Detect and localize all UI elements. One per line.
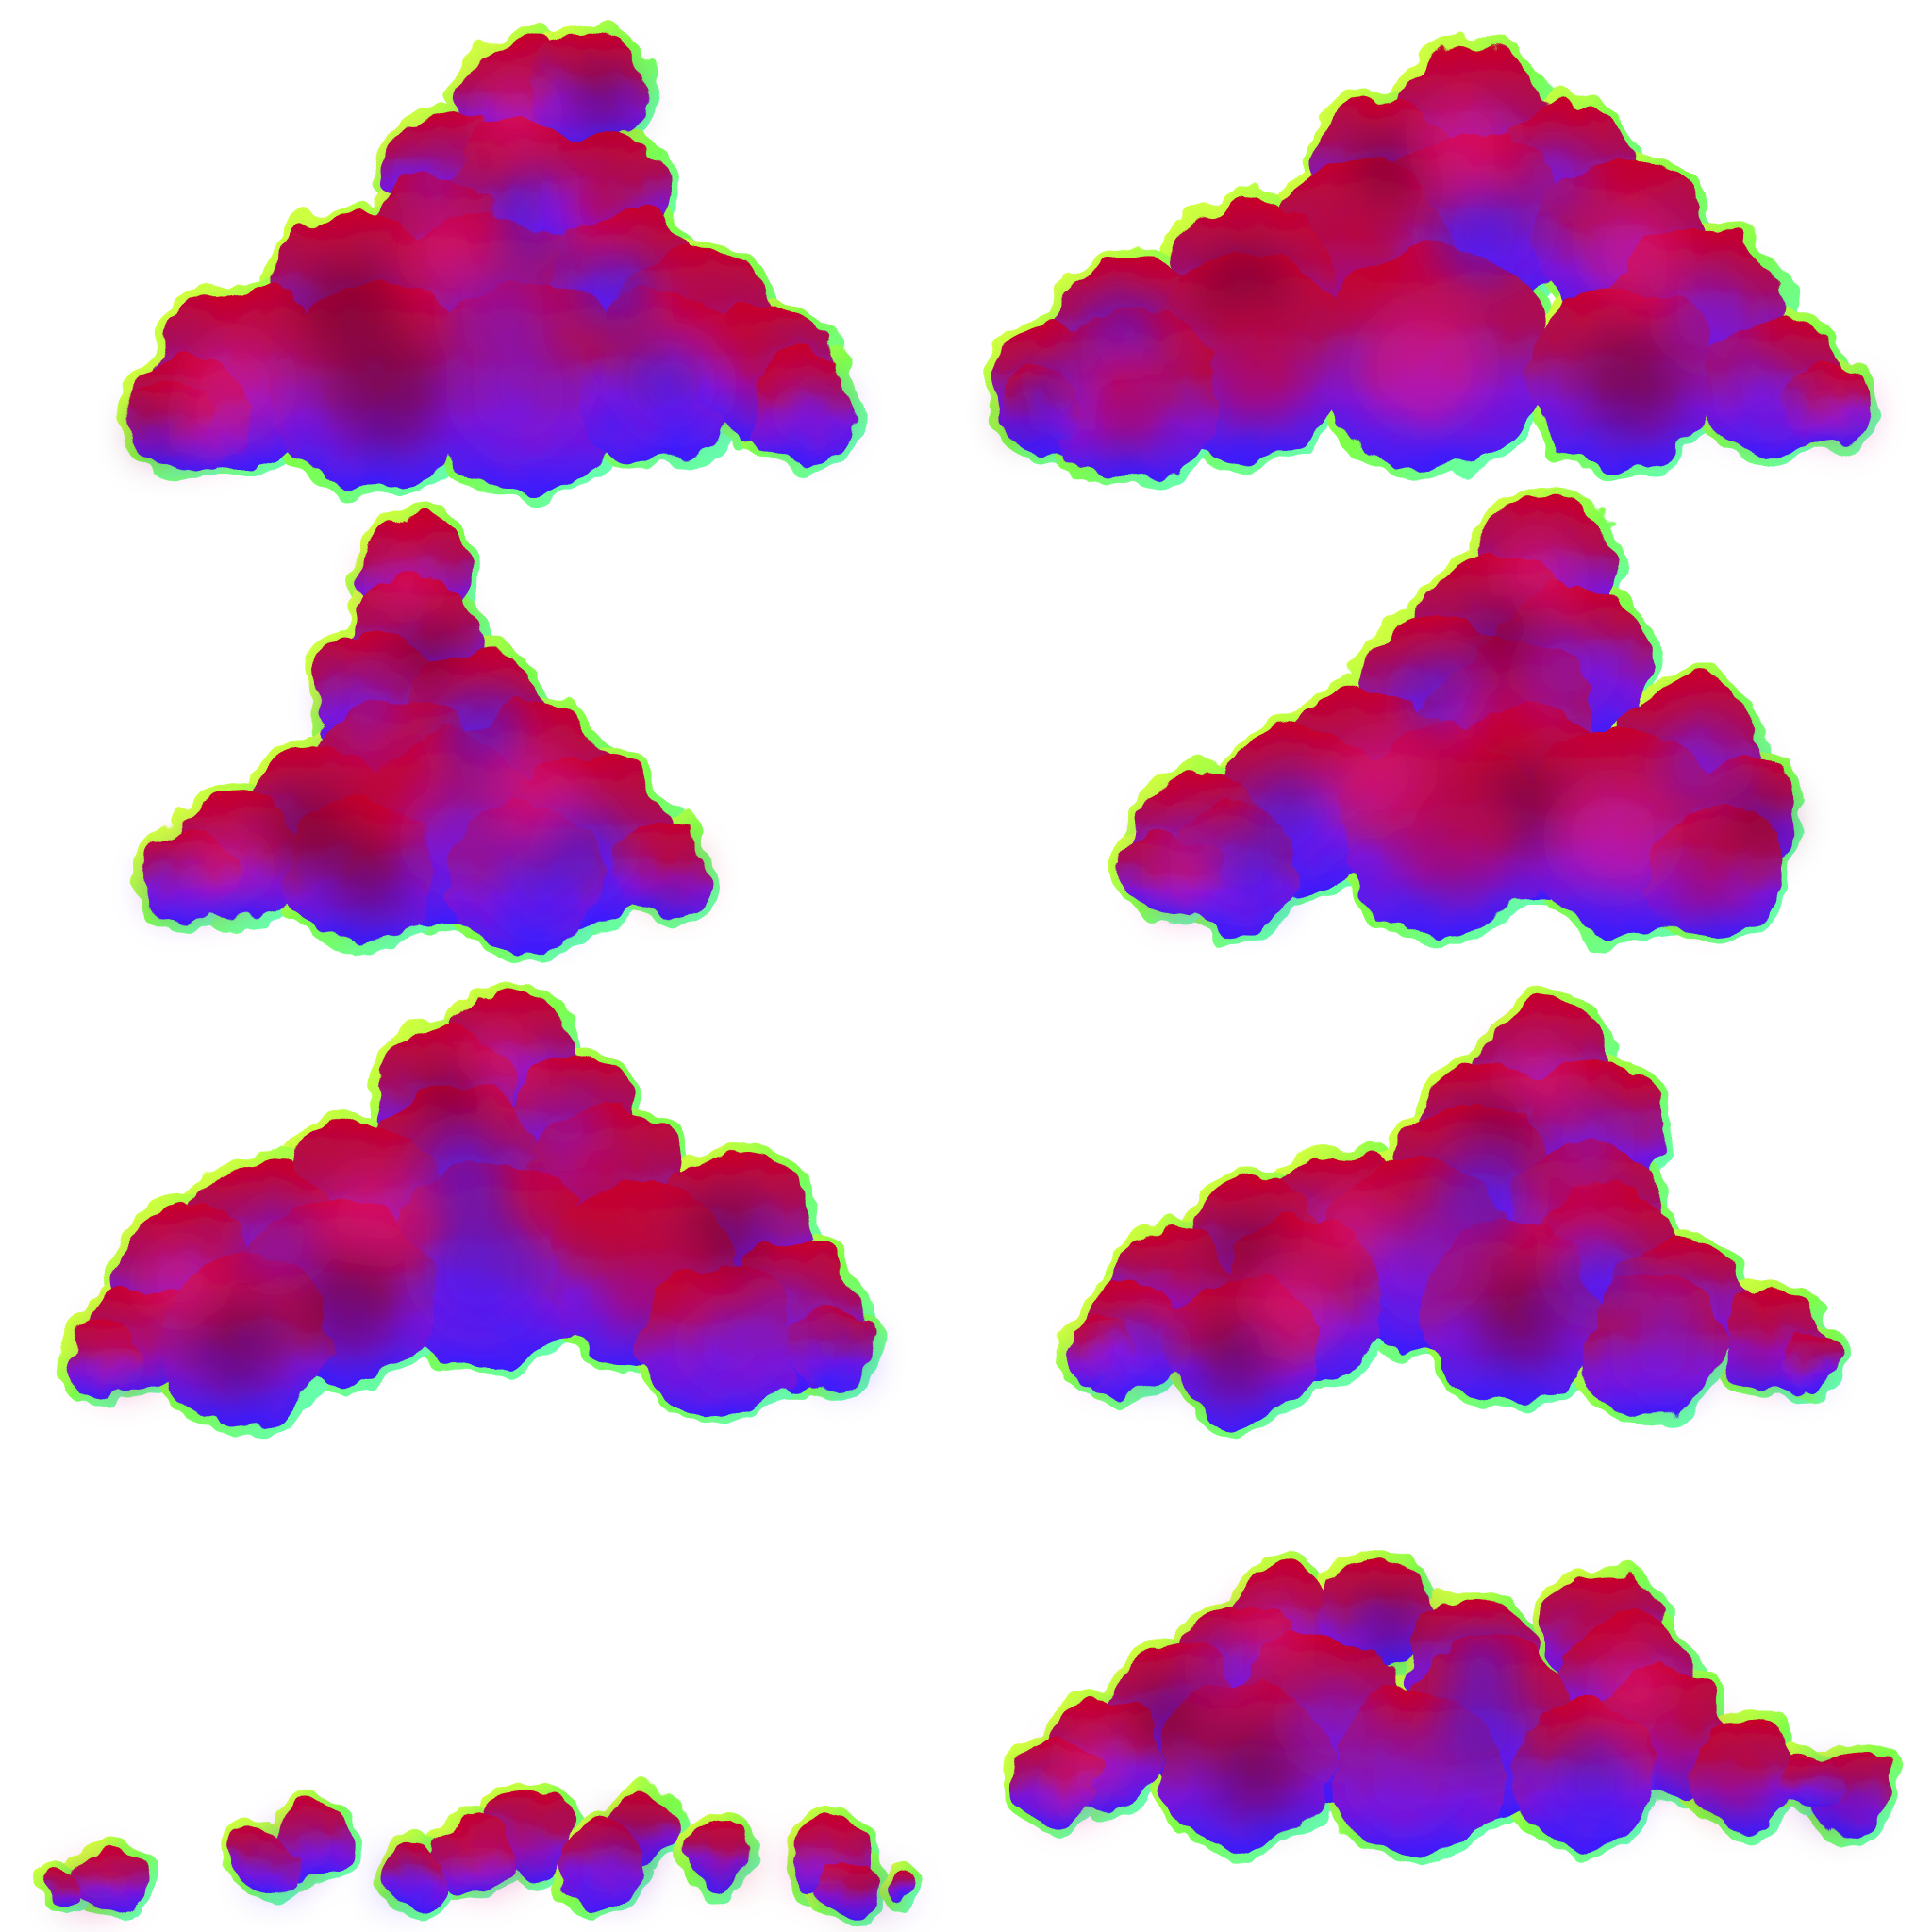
cloud-strip-bottom-left-shading <box>65 1817 906 1910</box>
cloud-tower-mid-right-shading <box>1152 534 1788 912</box>
cloud-wedge-mid-left <box>133 510 716 961</box>
cloud-large-right-shading <box>1087 1037 1818 1398</box>
cloud-wide-bottom-right-shading <box>1044 1590 1863 1828</box>
clouds-layer <box>37 25 1900 1924</box>
cloud-tall-top-left <box>119 25 862 504</box>
cloud-wide-top-right-shading <box>1008 92 1865 451</box>
cloud-large-left <box>58 982 881 1433</box>
cloud-wide-top-right <box>982 39 1881 490</box>
cloud-strip-bottom-left <box>37 1784 931 1924</box>
cloud-wedge-mid-left-shading <box>153 552 698 926</box>
cloud-tall-top-left-shading <box>137 66 842 456</box>
cloud-wide-bottom-right <box>1006 1548 1900 1867</box>
cloud-large-right <box>1053 991 1848 1433</box>
cloud-tower-mid-right <box>1114 487 1810 942</box>
cloud-large-left-shading <box>94 1027 865 1394</box>
